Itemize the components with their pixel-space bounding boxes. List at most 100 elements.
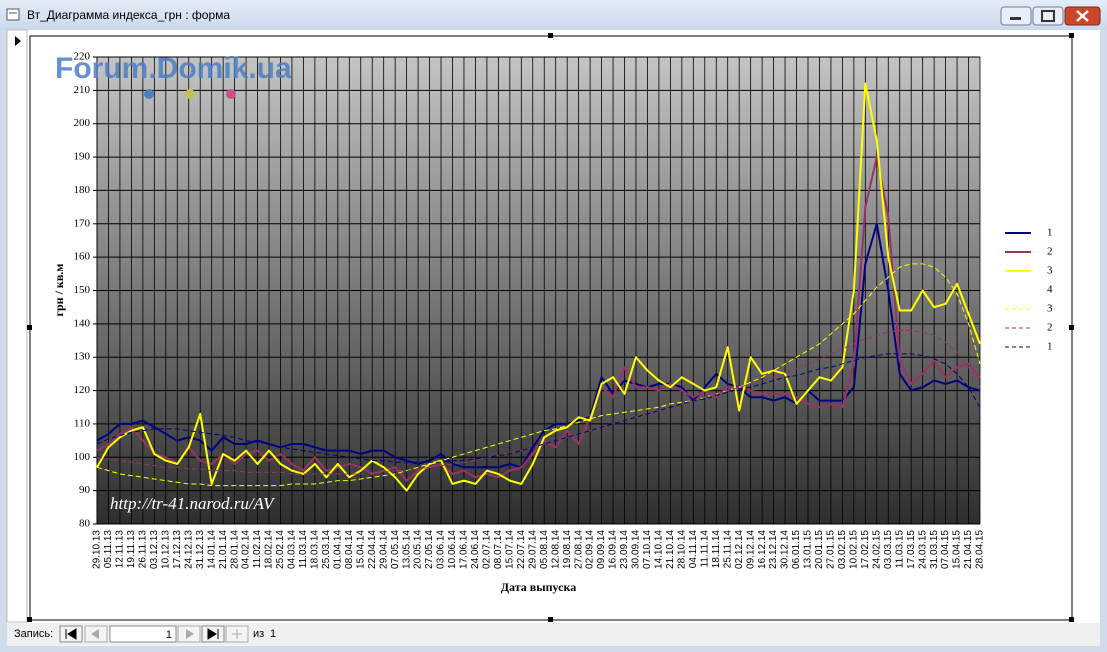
series-line [96,353,981,463]
x-tick-label: 17.03.15 [906,530,917,569]
x-tick-label: 30.09.14 [631,530,642,569]
x-tick-label: 09.12.14 [745,530,756,569]
x-tick-label: 05.11.13 [103,530,114,569]
y-tick-label: 190 [74,151,91,163]
resize-handle [548,33,553,38]
y-tick-label: 180 [74,184,91,196]
series-line [96,263,981,487]
y-tick-label: 200 [74,117,91,129]
x-tick-label: 21.01.14 [218,530,229,569]
x-tick-label: 21.10.14 [665,530,676,569]
maximize-glyph [1041,10,1055,22]
nav-bar [7,623,1100,646]
x-tick-label: 23.09.14 [619,530,630,569]
minimize-button[interactable] [1000,6,1032,26]
x-tick-label: 13.01.15 [803,530,814,569]
y-tick-label: 90 [79,484,91,496]
close-glyph [1076,10,1089,22]
legend-label: 2 [1047,322,1053,334]
x-tick-label: 17.06.14 [459,530,470,569]
y-tick-label: 160 [74,251,91,263]
x-tick-label: 03.06.14 [436,530,447,569]
x-tick-label: 10.06.14 [447,530,458,569]
current-record: 1 [166,629,172,641]
x-tick-label: 25.11.14 [722,530,733,569]
resize-handle [548,617,553,622]
x-tick-label: 08.07.14 [493,530,504,569]
title-bar [0,0,1107,30]
x-tick-label: 11.03.15 [894,530,905,569]
x-tick-label: 27.01.15 [826,530,837,569]
series-line [96,222,981,469]
x-tick-label: 02.09.14 [585,530,596,569]
resize-handle [1069,325,1074,330]
x-tick-label: 02.07.14 [482,530,493,569]
x-tick-label: 02.12.14 [734,530,745,569]
x-tick-label: 27.05.14 [424,530,435,569]
x-tick-label: 04.11.14 [688,530,699,569]
new-glyph [232,629,242,639]
x-tick-label: 05.08.14 [539,530,550,569]
series-line [96,156,981,482]
x-tick-label: 19.08.14 [562,530,573,569]
watermark-dot [144,89,154,99]
y-tick-label: 220 [74,51,91,63]
prev-glyph [91,629,99,639]
y-tick-label: 110 [74,417,91,429]
y-tick-label: 80 [79,518,91,530]
total-records: 1 [270,628,276,640]
x-tick-label: 18.11.14 [711,530,722,569]
window-title: Вт_Диаграмма индекса_грн : форма [27,8,230,22]
x-tick-label: 07.10.14 [642,530,653,569]
x-tick-label: 21.04.15 [963,530,974,569]
x-tick-label: 13.05.14 [401,530,412,569]
x-tick-label: 10.12.13 [160,530,171,569]
x-tick-label: 09.09.14 [596,530,607,569]
x-tick-label: 22.04.14 [367,530,378,569]
x-tick-label: 31.12.13 [195,530,206,569]
form-icon [6,8,20,21]
x-tick-label: 07.05.14 [390,530,401,569]
resize-handle [1069,617,1074,622]
x-tick-label: 28.01.14 [229,530,240,569]
x-tick-label: 18.03.14 [310,530,321,569]
chart: 8090100110120130140150160170180190200210… [52,51,1053,594]
record-selector[interactable] [6,29,28,623]
x-tick-label: 15.07.14 [504,530,515,569]
y-tick-label: 100 [74,451,91,463]
x-tick-label: 15.04.14 [355,530,366,569]
x-tick-label: 04.03.14 [287,530,298,569]
series-line [96,330,981,475]
x-axis-title: Дата выпуска [501,580,576,594]
x-tick-label: 20.01.15 [814,530,825,569]
last-glyph [207,628,219,640]
watermark-dot [226,89,236,99]
x-tick-label: 29.07.14 [527,530,538,569]
x-tick-label: 20.05.14 [413,530,424,569]
x-tick-label: 06.01.15 [791,530,802,569]
x-tick-label: 22.07.14 [516,530,527,569]
watermark: Forum.Domik.ua [55,52,292,85]
x-tick-label: 16.09.14 [608,530,619,569]
y-tick-label: 150 [74,284,91,296]
x-tick-label: 28.04.15 [975,530,986,569]
y-tick-label: 170 [74,217,91,229]
x-tick-label: 29.04.14 [378,530,389,569]
x-tick-label: 25.02.14 [275,530,286,569]
x-tick-label: 24.02.15 [871,530,882,569]
record-selector-arrow [15,36,21,46]
maximize-button[interactable] [1032,6,1064,26]
y-axis-title: грн / кв.м [52,264,66,317]
x-tick-label: 18.02.14 [264,530,275,569]
x-tick-label: 28.10.14 [676,530,687,569]
legend-label: 1 [1047,341,1053,353]
x-tick-label: 15.04.15 [952,530,963,569]
x-tick-label: 24.03.15 [917,530,928,569]
x-tick-label: 12.11.13 [115,530,126,569]
record-field[interactable] [109,625,177,643]
minimize-glyph [1010,17,1021,20]
x-tick-label: 03.03.15 [883,530,894,569]
next-glyph [186,629,194,639]
